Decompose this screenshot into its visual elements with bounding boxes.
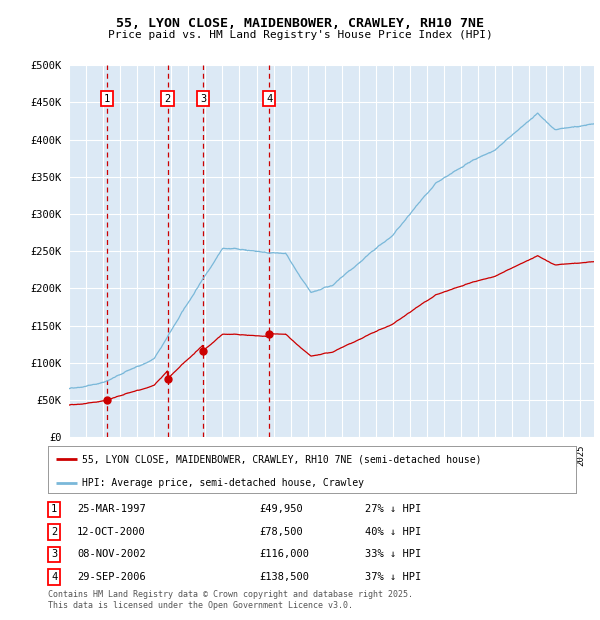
Text: This data is licensed under the Open Government Licence v3.0.: This data is licensed under the Open Gov… (48, 601, 353, 611)
Text: 1: 1 (51, 505, 58, 515)
Text: 1: 1 (104, 94, 110, 104)
Text: 2: 2 (164, 94, 170, 104)
Text: £116,000: £116,000 (259, 549, 309, 559)
Text: 3: 3 (51, 549, 58, 559)
Text: 4: 4 (51, 572, 58, 582)
Text: Price paid vs. HM Land Registry's House Price Index (HPI): Price paid vs. HM Land Registry's House … (107, 30, 493, 40)
Text: 2: 2 (51, 527, 58, 537)
Text: 33% ↓ HPI: 33% ↓ HPI (365, 549, 421, 559)
Text: 37% ↓ HPI: 37% ↓ HPI (365, 572, 421, 582)
Text: 40% ↓ HPI: 40% ↓ HPI (365, 527, 421, 537)
Text: Contains HM Land Registry data © Crown copyright and database right 2025.: Contains HM Land Registry data © Crown c… (48, 590, 413, 600)
Text: 25-MAR-1997: 25-MAR-1997 (77, 505, 146, 515)
Text: 4: 4 (266, 94, 272, 104)
Text: £49,950: £49,950 (259, 505, 303, 515)
Text: £138,500: £138,500 (259, 572, 309, 582)
Text: £78,500: £78,500 (259, 527, 303, 537)
Text: 12-OCT-2000: 12-OCT-2000 (77, 527, 146, 537)
Text: 55, LYON CLOSE, MAIDENBOWER, CRAWLEY, RH10 7NE: 55, LYON CLOSE, MAIDENBOWER, CRAWLEY, RH… (116, 17, 484, 30)
Text: 29-SEP-2006: 29-SEP-2006 (77, 572, 146, 582)
Text: 55, LYON CLOSE, MAIDENBOWER, CRAWLEY, RH10 7NE (semi-detached house): 55, LYON CLOSE, MAIDENBOWER, CRAWLEY, RH… (82, 454, 482, 464)
Text: 27% ↓ HPI: 27% ↓ HPI (365, 505, 421, 515)
Text: 3: 3 (200, 94, 206, 104)
Text: 08-NOV-2002: 08-NOV-2002 (77, 549, 146, 559)
Text: HPI: Average price, semi-detached house, Crawley: HPI: Average price, semi-detached house,… (82, 477, 364, 488)
